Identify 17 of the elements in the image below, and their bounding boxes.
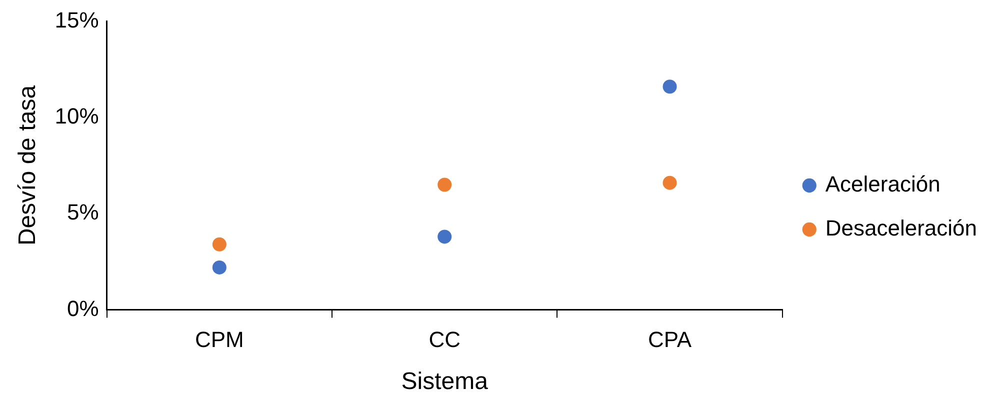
x-tick-label: CC — [428, 327, 461, 352]
point — [212, 237, 226, 252]
y-tick-label: 0% — [67, 296, 99, 321]
point — [438, 230, 452, 244]
point — [212, 260, 226, 274]
point — [662, 176, 677, 190]
y-tick-label: 10% — [54, 103, 99, 128]
point — [662, 80, 677, 94]
y-tick-label: 15% — [54, 7, 99, 32]
y-axis-title: Desvío de tasa — [14, 84, 42, 246]
x-tick-label: CPA — [648, 327, 692, 352]
legend-label: Aceleración — [825, 172, 940, 197]
x-axis-title: Sistema — [401, 368, 489, 396]
y-tick-label: 5% — [67, 200, 99, 225]
point — [438, 178, 452, 192]
x-tick-label: CPM — [194, 327, 244, 352]
legend-label: Desaceleración — [825, 216, 978, 241]
